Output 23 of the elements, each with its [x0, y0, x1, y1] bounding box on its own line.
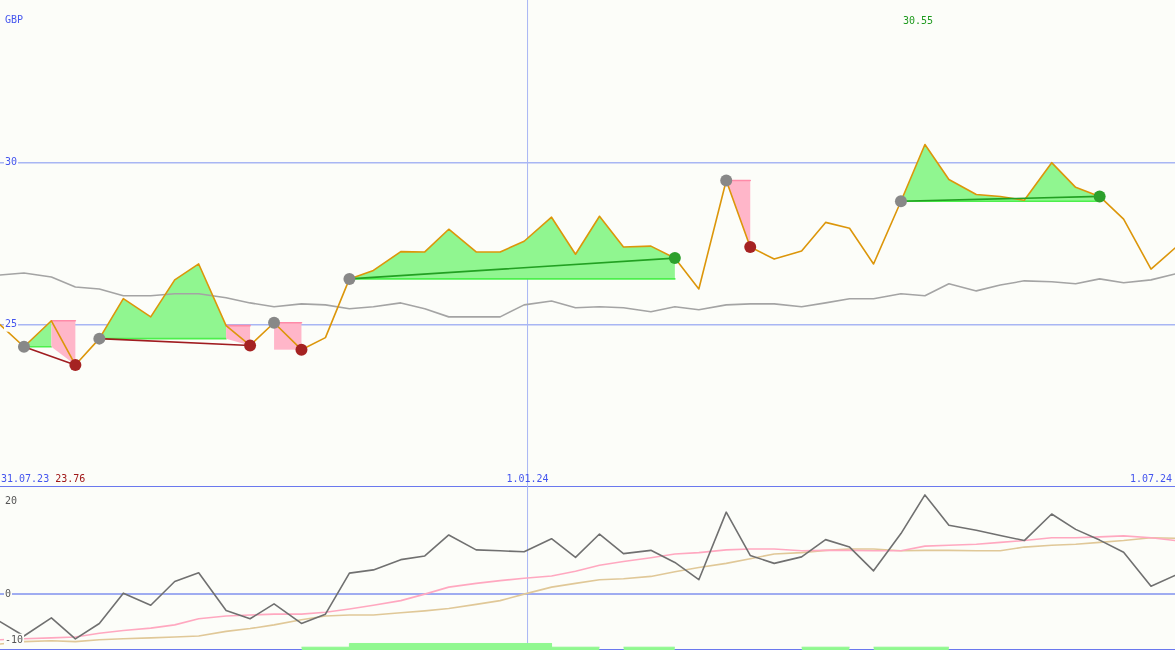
x-tick-label: 1.01.24 — [506, 472, 549, 484]
y-tick-label: 20 — [5, 494, 18, 506]
point — [17, 340, 30, 353]
point — [69, 358, 82, 371]
y-axis-title: GBP — [5, 13, 24, 25]
x-tick-label: 1.07.24 — [1129, 472, 1173, 484]
annotation: 31.07.23 — [1, 472, 50, 484]
point — [894, 195, 907, 208]
point — [744, 241, 757, 254]
y-tick-label: 25 — [5, 318, 18, 330]
y-tick-label: 0 — [5, 587, 12, 599]
point — [244, 339, 257, 352]
y-tick-label: -10 — [5, 634, 24, 646]
point — [1093, 190, 1106, 203]
point — [343, 272, 356, 285]
point — [720, 174, 733, 187]
y-tick-label: 30 — [5, 155, 18, 167]
point — [268, 316, 281, 329]
point — [295, 343, 308, 356]
point — [93, 332, 106, 345]
annotation: 30.55 — [903, 14, 934, 26]
point — [668, 252, 681, 265]
annotation: 23.76 — [55, 472, 86, 484]
